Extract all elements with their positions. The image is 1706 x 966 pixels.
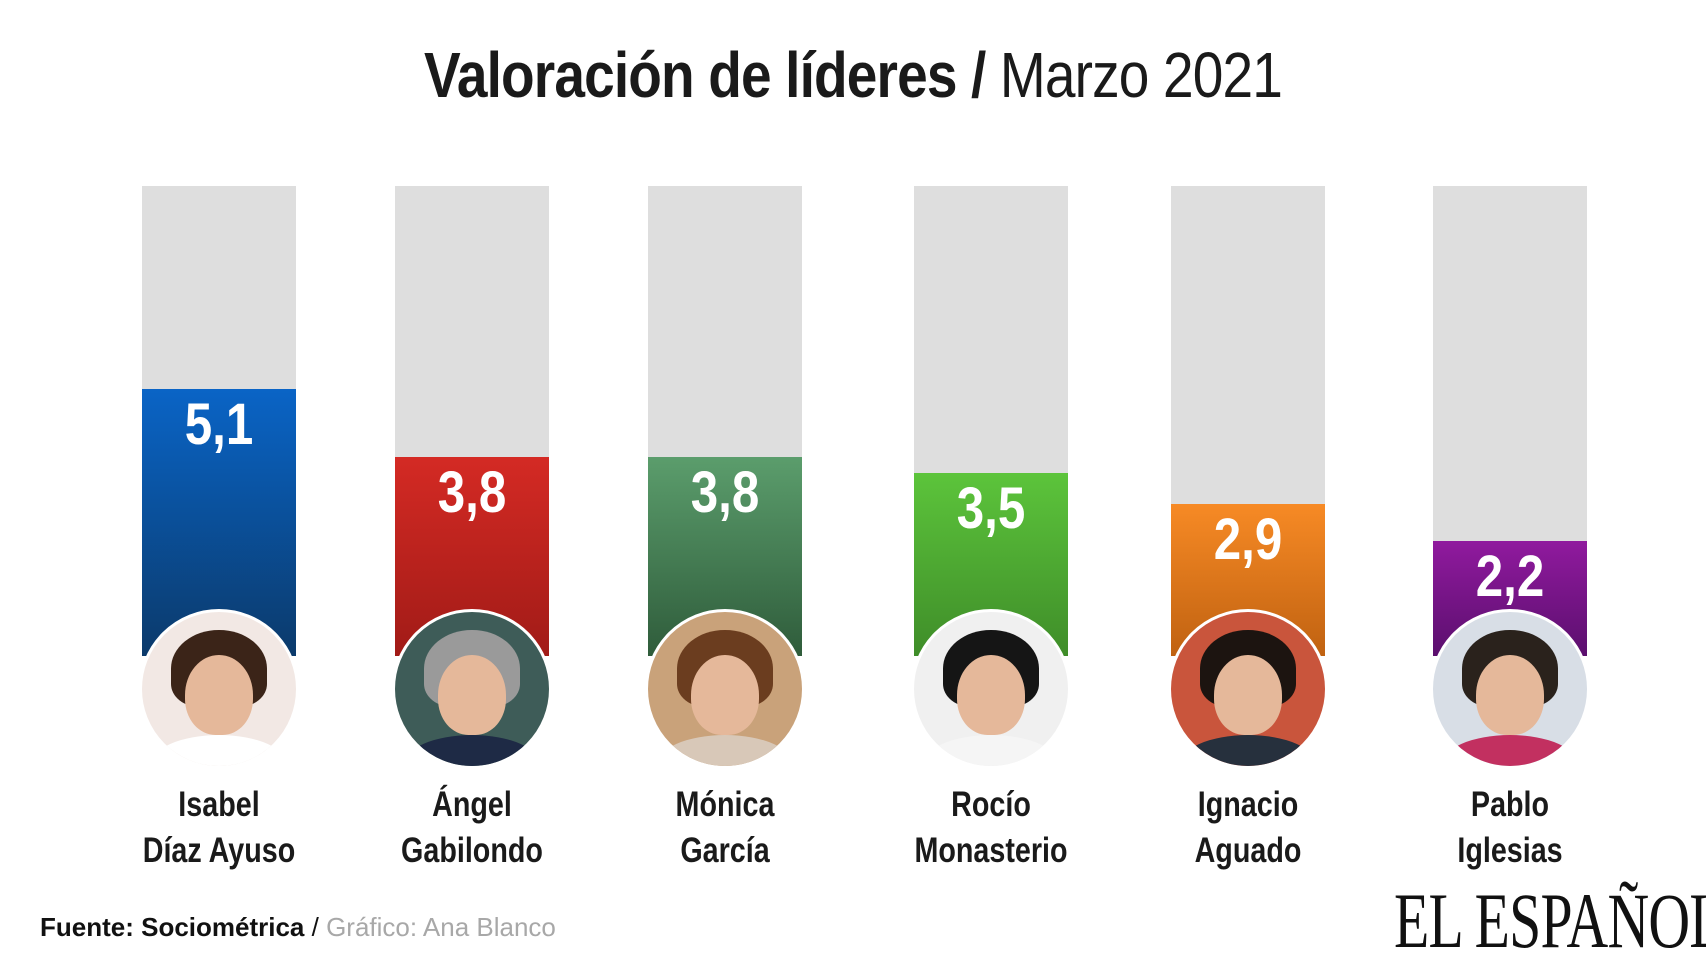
leader-photo xyxy=(1430,609,1590,769)
first-name: Mónica xyxy=(675,785,775,824)
leader-photo xyxy=(911,609,1071,769)
bar-value-label: 5,1 xyxy=(184,392,254,458)
last-name: Díaz Ayuso xyxy=(142,831,296,870)
footer-credits: Fuente: Sociométrica / Gráfico: Ana Blan… xyxy=(40,912,556,943)
leader-photo xyxy=(139,609,299,769)
torso-shape xyxy=(921,735,1061,766)
leader-name: Isabel Díaz Ayuso xyxy=(121,782,318,874)
torso-shape xyxy=(1440,735,1580,766)
leader-photo xyxy=(645,609,805,769)
footer-separator: / xyxy=(304,912,327,942)
leader-name: Ignacio Aguado xyxy=(1150,782,1347,874)
bar-value-label: 3,8 xyxy=(437,460,507,526)
leader-photo xyxy=(1168,609,1328,769)
first-name: Pablo xyxy=(1470,785,1550,824)
torso-shape xyxy=(402,735,542,766)
face-shape xyxy=(1476,655,1544,736)
bar-track: 3,8 xyxy=(395,186,549,656)
last-name: Monasterio xyxy=(914,831,1068,870)
face-shape xyxy=(185,655,253,736)
last-name: Gabilondo xyxy=(401,831,543,870)
bar-track: 2,2 xyxy=(1433,186,1587,656)
leader-name: Ángel Gabilondo xyxy=(374,782,571,874)
leader-name: Rocío Monasterio xyxy=(893,782,1090,874)
bar-track: 5,1 xyxy=(142,186,296,656)
bar-value-label: 3,5 xyxy=(956,475,1026,541)
first-name: Ángel xyxy=(432,785,512,824)
leader-name: Mónica García xyxy=(627,782,824,874)
face-shape xyxy=(691,655,759,736)
first-name: Ignacio xyxy=(1197,785,1299,824)
bar-fill: 3,8 xyxy=(648,457,802,656)
first-name: Isabel xyxy=(178,785,260,824)
leader-name: Pablo Iglesias xyxy=(1412,782,1609,874)
bar-track: 3,8 xyxy=(648,186,802,656)
bar-value-label: 3,8 xyxy=(690,460,760,526)
title-main: Valoración de líderes xyxy=(424,39,957,111)
face-shape xyxy=(1214,655,1282,736)
bar-value-label: 2,2 xyxy=(1475,543,1545,609)
last-name: Aguado xyxy=(1194,831,1302,870)
face-shape xyxy=(957,655,1025,736)
first-name: Rocío xyxy=(951,785,1031,824)
title-separator: / xyxy=(956,39,1000,111)
face-shape xyxy=(438,655,506,736)
last-name: García xyxy=(680,831,770,870)
el-espanol-logo: EL ESPAÑOL xyxy=(1394,877,1706,964)
torso-shape xyxy=(655,735,795,766)
torso-shape xyxy=(1178,735,1318,766)
last-name: Iglesias xyxy=(1457,831,1563,870)
title-date: Marzo 2021 xyxy=(999,39,1283,111)
bar-value-label: 2,9 xyxy=(1213,507,1283,573)
leader-photo xyxy=(392,609,552,769)
graphic-credit: Gráfico: Ana Blanco xyxy=(326,912,556,942)
chart-title: Valoración de líderes / Marzo 2021 xyxy=(119,38,1586,112)
bar-fill: 2,2 xyxy=(1433,540,1587,656)
source-text: Fuente: Sociométrica xyxy=(40,912,305,942)
bar-track: 2,9 xyxy=(1171,186,1325,656)
bar-track: 3,5 xyxy=(914,186,1068,656)
torso-shape xyxy=(149,735,289,766)
